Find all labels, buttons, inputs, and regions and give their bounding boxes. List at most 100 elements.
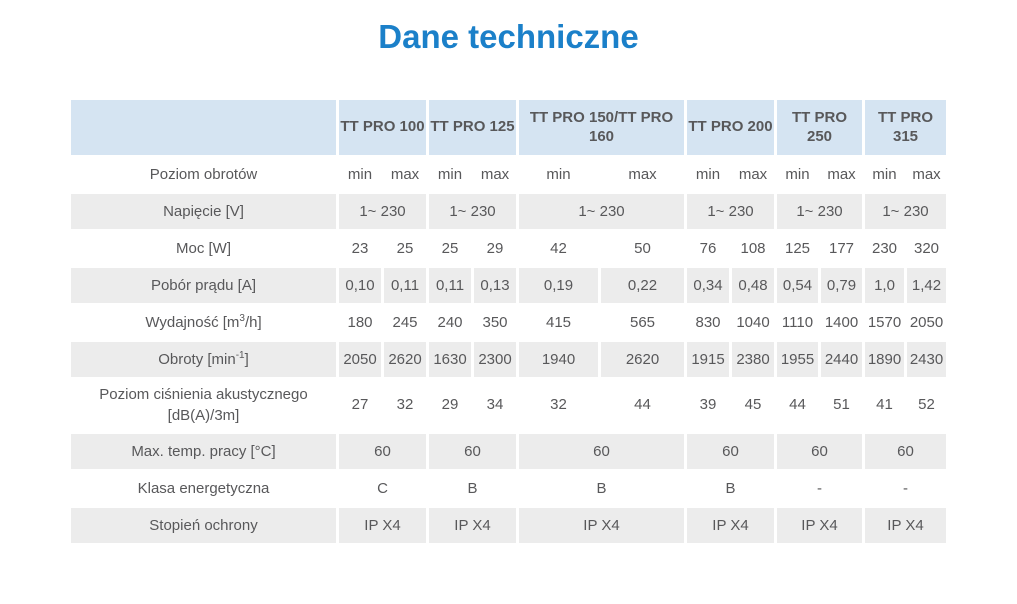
value-cell: B (596, 480, 607, 497)
spec-row: Stopień ochrony IP X4 IP X4 IP X4 IP X4 IP X4… (71, 508, 946, 543)
spec-row: Obroty [min-1] 2050 2620 1630 2300 1940 2620 19… (71, 342, 946, 377)
row-label: Klasa energetyczna (137, 480, 270, 497)
value-cell: 415 (545, 314, 572, 331)
value-cell: 2440 (821, 342, 862, 377)
value-cell: B (467, 480, 478, 497)
value-cell: 44 (634, 396, 651, 414)
value-cell: 0,79 (821, 268, 862, 303)
row-label: Poziom obrotów (149, 166, 258, 183)
value-cell: 42 (550, 240, 567, 257)
value-cell: 1040 (736, 314, 770, 331)
value-cell: 0,11 (429, 268, 471, 303)
value-cell: min (546, 166, 571, 183)
value-cell: 60 (865, 434, 946, 469)
spec-row: Moc [W] 23 25 25 29 42 50 76 108 125 177 230 320 (71, 231, 946, 266)
value-cell: 1940 (519, 342, 598, 377)
model-header-cell: TT PRO 250 (777, 100, 862, 155)
model-header-cell: TT PRO 125 (429, 100, 516, 155)
value-cell: 51 (833, 396, 850, 414)
value-cell: 76 (699, 240, 717, 257)
value-cell: 50 (634, 240, 651, 257)
value-cell: 1955 (777, 342, 818, 377)
value-cell: 60 (429, 434, 516, 469)
value-cell: min (437, 166, 463, 183)
value-cell: 1~ 230 (519, 194, 684, 229)
value-cell: 2620 (384, 342, 426, 377)
technical-data-table: TT PRO 100 TT PRO 125 TT PRO 150/TT PRO 16… (68, 98, 949, 545)
spec-row: Pobór prądu [A] 0,10 0,11 0,11 0,13 0,19 0,22 0… (71, 268, 946, 303)
value-cell: 320 (913, 240, 940, 257)
value-cell: IP X4 (865, 508, 946, 543)
row-label: Obroty [min-1] (71, 342, 336, 377)
value-cell: 1~ 230 (429, 194, 516, 229)
value-cell: 245 (392, 314, 418, 331)
value-cell: 32 (550, 396, 567, 414)
value-cell: IP X4 (519, 508, 684, 543)
value-cell: 0,19 (519, 268, 598, 303)
spec-row: Poziom ciśnienia akustycznego [dB(A)/3m]… (71, 379, 946, 432)
value-cell: C (377, 480, 388, 497)
value-cell: 0,22 (601, 268, 684, 303)
value-cell: 1,0 (865, 268, 904, 303)
row-label: Moc [W] (176, 240, 231, 257)
header-label-cell (71, 100, 336, 155)
value-cell: 0,54 (777, 268, 818, 303)
value-cell: IP X4 (429, 508, 516, 543)
value-cell: IP X4 (687, 508, 774, 543)
value-cell: min (872, 166, 897, 183)
value-cell: 1~ 230 (777, 194, 862, 229)
value-cell: 32 (396, 396, 414, 414)
value-cell: 1570 (867, 314, 902, 331)
value-cell: max (628, 166, 657, 183)
value-cell: min (695, 166, 721, 183)
spec-row: Poziom obrotów min max min max min max min max mi… (71, 157, 946, 192)
value-cell: 52 (918, 396, 935, 414)
value-cell: 1630 (429, 342, 471, 377)
model-header-cell: TT PRO 200 (687, 100, 774, 155)
value-cell: 44 (789, 396, 806, 414)
value-cell: 2050 (339, 342, 381, 377)
row-label: Stopień ochrony (71, 508, 336, 543)
value-cell: IP X4 (777, 508, 862, 543)
value-cell: IP X4 (339, 508, 426, 543)
value-cell: max (912, 166, 941, 183)
value-cell: min (347, 166, 373, 183)
value-cell: 60 (777, 434, 862, 469)
value-cell: 830 (695, 314, 721, 331)
value-cell: 1,42 (907, 268, 946, 303)
value-cell: 60 (687, 434, 774, 469)
value-cell: 177 (828, 240, 855, 257)
value-cell: 45 (744, 396, 762, 414)
value-cell: 1400 (824, 314, 859, 331)
value-cell: 565 (629, 314, 656, 331)
value-cell: 27 (351, 396, 369, 414)
value-cell: max (827, 166, 856, 183)
page: Dane techniczne TT PRO 100 TT PRO 125 TT P… (68, 18, 949, 545)
value-cell: 25 (441, 240, 459, 257)
value-cell: max (480, 166, 510, 183)
value-cell: 180 (347, 314, 373, 331)
value-cell: 0,10 (339, 268, 381, 303)
row-label: Max. temp. pracy [°C] (71, 434, 336, 469)
value-cell: 350 (482, 314, 508, 331)
value-cell: - (903, 480, 908, 497)
value-cell: 1~ 230 (865, 194, 946, 229)
model-header-cell: TT PRO 100 (339, 100, 426, 155)
value-cell: min (785, 166, 810, 183)
spec-row: Max. temp. pracy [°C] 60 60 60 60 60 60 (71, 434, 946, 469)
model-header-cell: TT PRO 315 (865, 100, 946, 155)
value-cell: 230 (871, 240, 898, 257)
value-cell: 2050 (909, 314, 944, 331)
value-cell: 25 (396, 240, 414, 257)
value-cell: - (817, 480, 822, 497)
value-cell: 60 (519, 434, 684, 469)
value-cell: 2430 (907, 342, 946, 377)
value-cell: 0,13 (474, 268, 516, 303)
value-cell: B (725, 480, 736, 497)
value-cell: 1~ 230 (687, 194, 774, 229)
value-cell: 1890 (865, 342, 904, 377)
value-cell: 60 (339, 434, 426, 469)
spec-row: Klasa energetyczna C B B B - - (71, 471, 946, 506)
value-cell: 240 (437, 314, 463, 331)
value-cell: 1110 (781, 314, 814, 331)
